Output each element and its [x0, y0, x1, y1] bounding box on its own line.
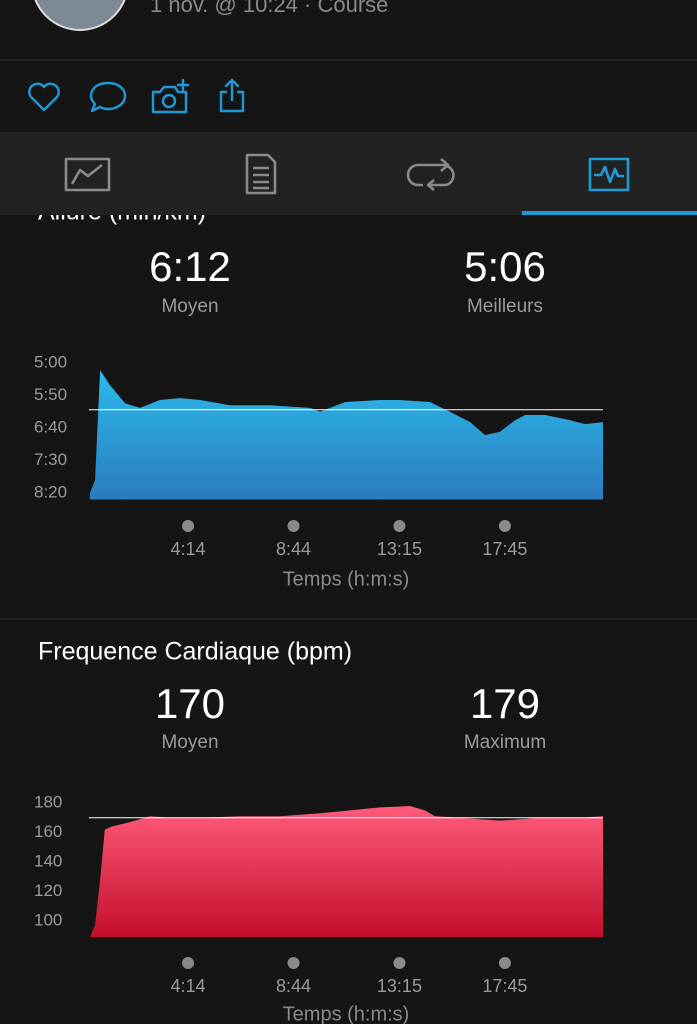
y-tick-label: 120 [34, 881, 62, 900]
x-tick-dot [393, 520, 406, 532]
average-name: Moyen [161, 296, 218, 317]
x-tick-dot [182, 957, 195, 969]
x-tick-label: 17:45 [482, 539, 527, 559]
x-axis-title: Temps (h:m:s) [283, 568, 410, 590]
chart-card: Frequence Cardiaque (bpm) 170 Moyen 179 Maxi… [34, 638, 604, 1024]
y-tick-label: 160 [34, 822, 62, 841]
best-value: 5:06 [464, 243, 546, 290]
x-tick-dot [287, 520, 300, 532]
x-tick-label: 17:45 [482, 976, 527, 996]
best-name: Maximum [464, 732, 546, 753]
activity-subtitle: 1 nov. @ 10:24 · Course [150, 0, 388, 17]
average-value: 170 [155, 680, 225, 727]
best-value: 179 [470, 680, 540, 727]
area [89, 805, 604, 937]
x-tick-dot [498, 520, 511, 532]
y-tick-label: 5:00 [34, 352, 67, 371]
y-tick-label: 5:50 [34, 385, 67, 404]
details-tab[interactable] [245, 153, 277, 195]
laps-tab[interactable] [406, 158, 455, 191]
x-axis-title: Temps (h:m:s) [283, 1003, 410, 1024]
x-tick-dot [287, 957, 300, 969]
x-tick-label: 4:14 [171, 539, 206, 559]
x-tick-label: 4:14 [171, 976, 206, 996]
y-tick-label: 6:40 [34, 417, 67, 436]
photo-button[interactable] [151, 78, 190, 114]
x-tick-label: 8:44 [276, 539, 311, 559]
x-tick-label: 8:44 [276, 976, 311, 996]
x-tick-dot [182, 520, 195, 532]
y-tick-label: 8:20 [34, 482, 67, 501]
share-button[interactable] [219, 78, 245, 113]
y-tick-label: 7:30 [34, 450, 67, 469]
chart-title: Frequence Cardiaque (bpm) [38, 638, 352, 666]
x-tick-label: 13:15 [377, 976, 422, 996]
like-button[interactable] [28, 82, 60, 112]
x-tick-dot [498, 957, 511, 969]
charts-tab[interactable] [588, 157, 630, 192]
x-tick-label: 13:15 [377, 539, 422, 559]
y-tick-label: 180 [34, 792, 62, 811]
average-value: 6:12 [149, 243, 231, 290]
avatar[interactable] [32, 0, 128, 31]
overview-tab[interactable] [64, 157, 111, 192]
best-name: Meilleurs [467, 296, 543, 317]
active-tab-indicator [522, 211, 697, 215]
y-tick-label: 140 [34, 851, 62, 870]
average-name: Moyen [161, 732, 218, 753]
y-tick-label: 100 [34, 910, 62, 929]
x-tick-dot [393, 957, 406, 969]
area [89, 370, 604, 500]
tab-bar [0, 134, 697, 215]
action-bar [28, 78, 245, 114]
comment-button[interactable] [89, 81, 127, 113]
